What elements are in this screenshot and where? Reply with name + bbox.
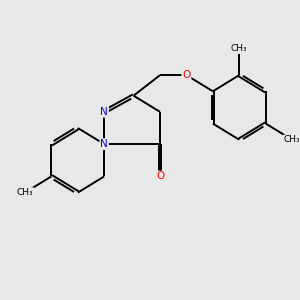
Text: CH₃: CH₃ xyxy=(284,135,300,144)
Text: CH₃: CH₃ xyxy=(231,44,247,53)
Text: CH₃: CH₃ xyxy=(16,188,33,197)
Text: O: O xyxy=(156,171,164,182)
Text: N: N xyxy=(100,107,108,117)
Text: O: O xyxy=(182,70,190,80)
Text: N: N xyxy=(100,139,108,149)
